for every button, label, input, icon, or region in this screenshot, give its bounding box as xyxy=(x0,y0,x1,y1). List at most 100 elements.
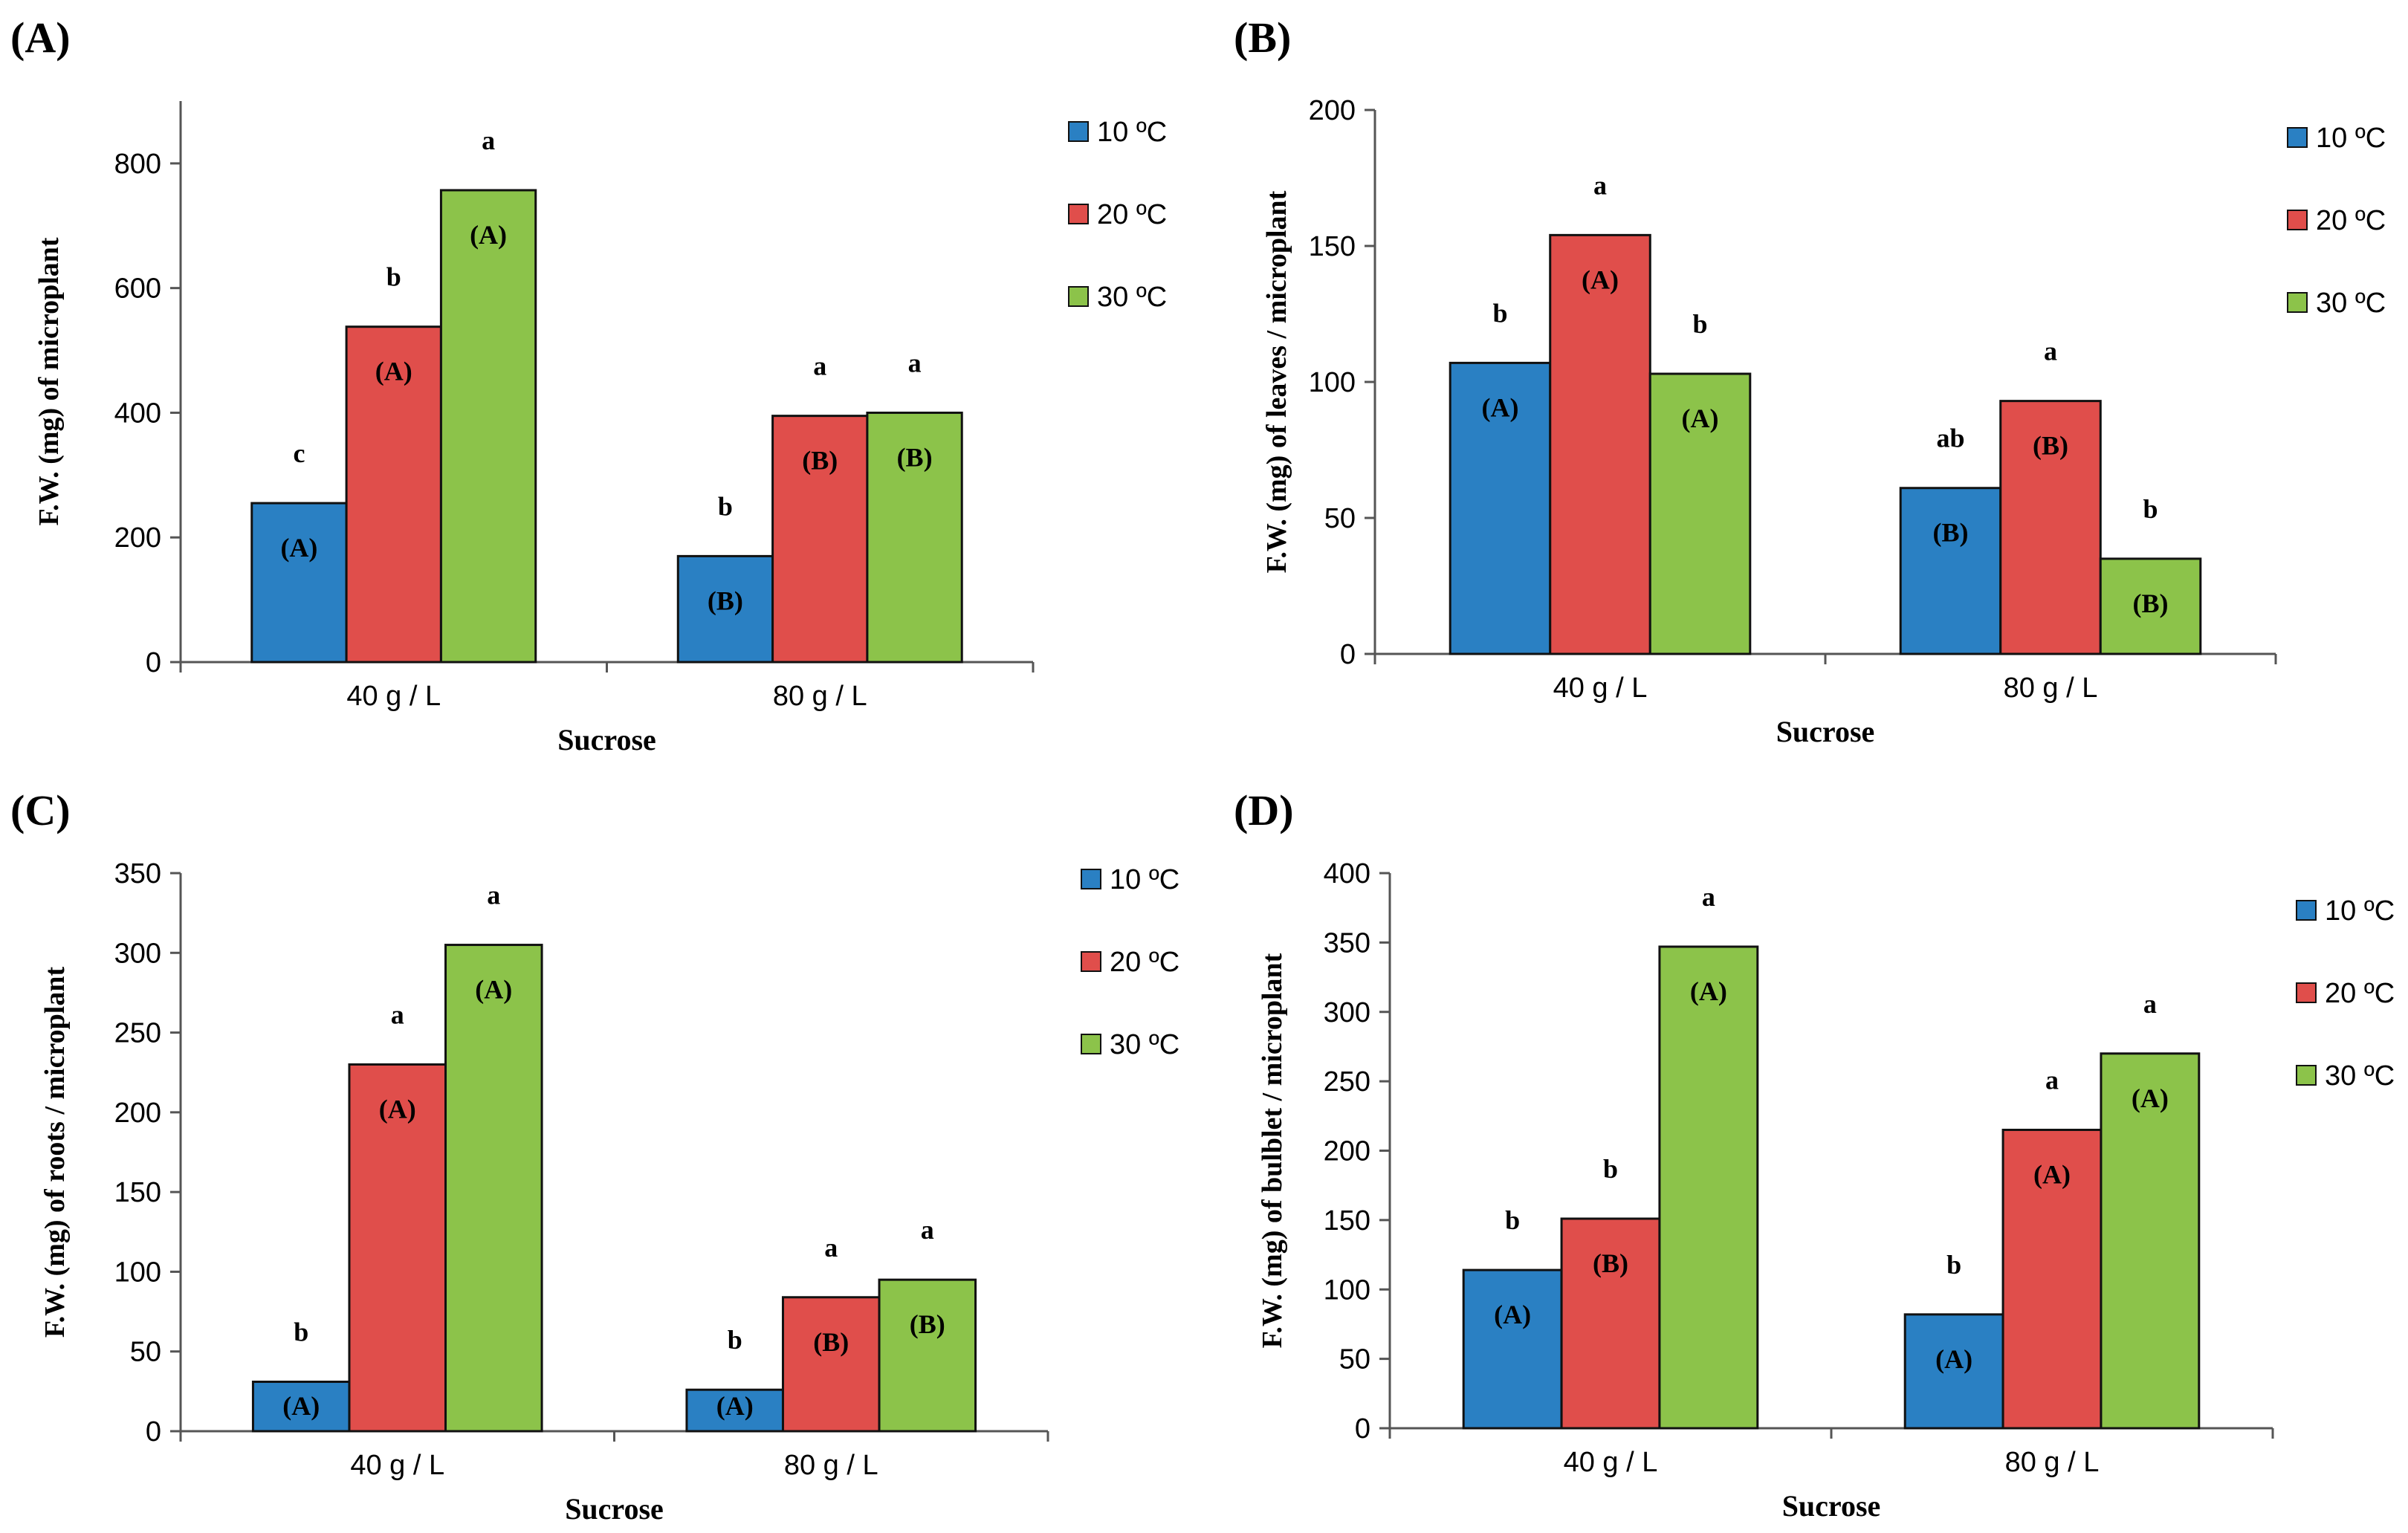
significance-letter: b xyxy=(1946,1250,1961,1280)
group-label: (B) xyxy=(897,442,933,472)
significance-letter: a xyxy=(1593,170,1607,200)
bar-30c-1 xyxy=(1648,372,1752,655)
y-tick-label: 350 xyxy=(114,858,161,889)
group-label: (A) xyxy=(1494,1300,1531,1329)
chart-panel-4: (D) 0 50 100 150 200 250 300 350 400 F.W. (mg) of … xyxy=(1234,786,2395,1523)
y-tick-label: 0 xyxy=(146,647,161,678)
x-category-label: 40 g / L xyxy=(1564,1447,1658,1478)
y-tick-label: 350 xyxy=(1324,927,1370,959)
y-tick-label: 0 xyxy=(1355,1413,1370,1445)
group-label: (A) xyxy=(282,1391,320,1421)
y-tick-label: 100 xyxy=(114,1257,161,1288)
legend-swatch xyxy=(2296,1065,2317,1086)
y-tick-label: 400 xyxy=(1324,858,1370,889)
group-label: (B) xyxy=(802,446,838,476)
group-label: (B) xyxy=(708,586,743,615)
y-tick-label: 150 xyxy=(114,1177,161,1208)
legend-label: 20 ºC xyxy=(1097,199,1167,230)
bar-20c-1 xyxy=(348,1063,447,1433)
group-label: (B) xyxy=(813,1327,849,1357)
group-label: (A) xyxy=(1935,1344,1972,1374)
legend-label: 20 ºC xyxy=(1110,947,1179,978)
legend-swatch xyxy=(2296,900,2317,921)
x-axis-label: Sucrose xyxy=(565,1492,664,1526)
y-axis-label: F.W. (mg) of leaves / microplant xyxy=(1261,190,1292,573)
group-label: (B) xyxy=(910,1309,945,1339)
legend-label: 10 ºC xyxy=(1110,864,1179,895)
group-label: (B) xyxy=(1932,518,1968,548)
bar-10c-1 xyxy=(250,502,348,664)
significance-letter: a xyxy=(813,351,826,381)
y-tick-label: 150 xyxy=(1309,231,1356,262)
legend-label: 30 ºC xyxy=(1097,282,1167,313)
legend-swatch xyxy=(2287,292,2308,313)
bar-30c-2 xyxy=(866,411,963,664)
y-tick-label: 100 xyxy=(1324,1274,1370,1306)
chart-panel-1: (A) 0 200 400 600 800 F.W. (mg) of microplant 4… xyxy=(10,13,1167,756)
bar-10c-2 xyxy=(1903,1313,2004,1430)
y-tick-label: 250 xyxy=(114,1018,161,1049)
significance-letter: b xyxy=(728,1325,742,1355)
legend-label: 30 ºC xyxy=(2325,1060,2395,1092)
y-tick-label: 200 xyxy=(114,1098,161,1129)
y-axis-label: F.W. (mg) of microplant xyxy=(33,237,65,525)
group-label: (A) xyxy=(1481,392,1518,422)
x-category-label: 80 g / L xyxy=(773,681,867,712)
y-tick-label: 250 xyxy=(1324,1066,1370,1098)
legend-swatch xyxy=(1068,286,1089,307)
legend-swatch xyxy=(2287,210,2308,230)
bar-10c-2 xyxy=(676,554,774,664)
bar-30c-2 xyxy=(2100,1052,2201,1430)
group-label: (A) xyxy=(280,533,317,563)
significance-letter: a xyxy=(908,348,922,377)
y-axis-label: F.W. (mg) of roots / microplant xyxy=(39,967,71,1338)
bar-10c-1 xyxy=(1462,1268,1563,1430)
group-label: (B) xyxy=(2033,431,2068,461)
bar-10c-2 xyxy=(685,1388,784,1433)
group-label: (A) xyxy=(470,220,507,250)
significance-letter: a xyxy=(487,881,500,910)
bar-30c-2 xyxy=(878,1278,977,1433)
bar-10c-2 xyxy=(1899,487,2002,655)
y-tick-label: 200 xyxy=(114,522,161,554)
legend-label: 30 ºC xyxy=(1110,1029,1179,1060)
significance-letter: a xyxy=(2143,989,2157,1019)
y-axis-label: F.W. (mg) of bulblet / microplant xyxy=(1257,953,1288,1348)
y-tick-label: 200 xyxy=(1309,95,1356,126)
group-label: (A) xyxy=(1582,265,1619,294)
bar-20c-2 xyxy=(771,415,869,664)
group-label: (A) xyxy=(475,975,512,1005)
y-tick-label: 0 xyxy=(146,1416,161,1448)
bar-20c-2 xyxy=(2001,1128,2103,1430)
significance-letter: a xyxy=(921,1215,934,1245)
legend-label: 10 ºC xyxy=(2325,895,2395,927)
significance-letter: b xyxy=(1492,298,1507,328)
bar-20c-2 xyxy=(1999,400,2102,655)
x-category-label: 40 g / L xyxy=(1553,672,1648,704)
legend-label: 20 ºC xyxy=(2316,205,2386,236)
y-tick-label: 50 xyxy=(130,1337,161,1368)
legend-label: 10 ºC xyxy=(1097,117,1167,148)
group-label: (A) xyxy=(379,1094,416,1124)
x-axis-label: Sucrose xyxy=(1776,715,1875,748)
group-label: (A) xyxy=(375,357,412,386)
x-category-label: 80 g / L xyxy=(2004,672,2098,704)
significance-letter: b xyxy=(1505,1205,1520,1235)
y-tick-label: 400 xyxy=(114,398,161,429)
legend-label: 10 ºC xyxy=(2316,123,2386,154)
y-tick-label: 0 xyxy=(1340,639,1356,670)
panel-label: (B) xyxy=(1234,13,1291,62)
significance-letter: a xyxy=(2045,1065,2059,1095)
significance-letter: b xyxy=(386,262,401,292)
y-tick-label: 50 xyxy=(1339,1344,1370,1375)
bar-30c-1 xyxy=(439,189,537,664)
group-label: (A) xyxy=(716,1391,754,1421)
significance-letter: ab xyxy=(1936,424,1964,453)
bar-30c-2 xyxy=(2099,557,2202,655)
significance-letter: b xyxy=(1603,1154,1618,1184)
x-category-label: 80 g / L xyxy=(2005,1447,2100,1478)
legend-label: 30 ºC xyxy=(2316,288,2386,319)
bar-20c-2 xyxy=(781,1296,881,1433)
legend-label: 20 ºC xyxy=(2325,978,2395,1009)
